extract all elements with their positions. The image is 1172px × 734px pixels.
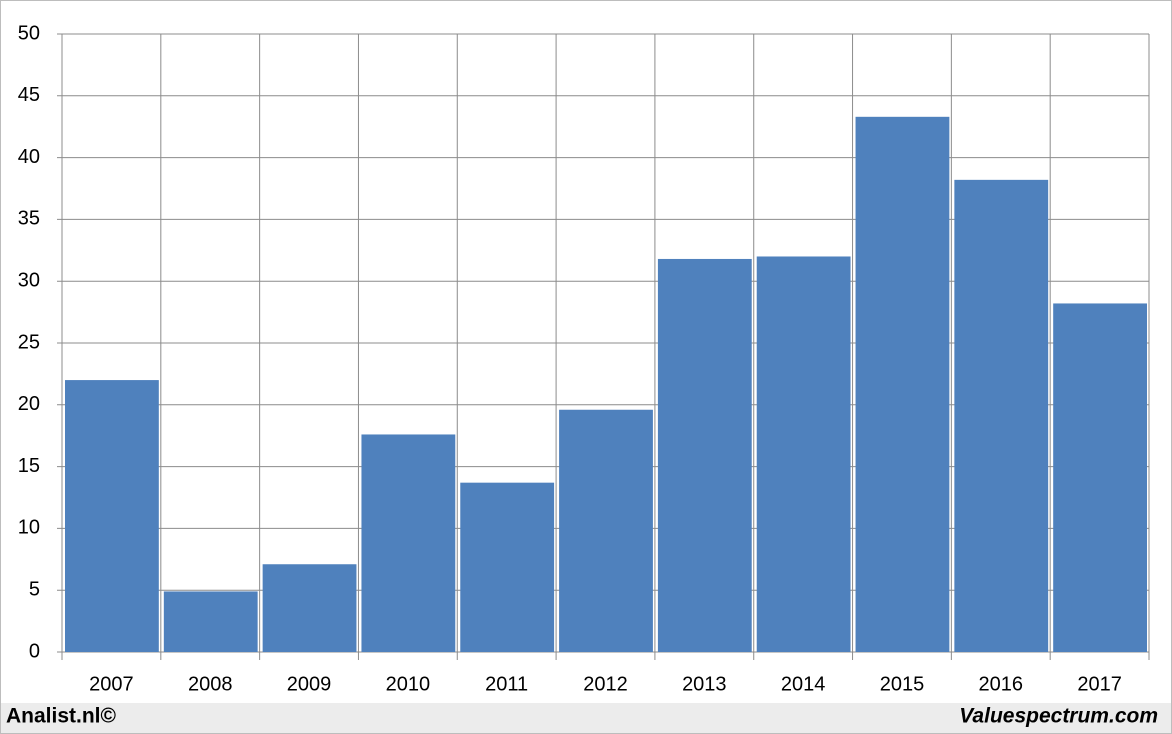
bar xyxy=(855,116,950,652)
bar xyxy=(460,482,555,652)
bar xyxy=(559,409,653,652)
x-tick-label: 2011 xyxy=(485,673,528,695)
x-tick-label: 2017 xyxy=(1077,673,1122,695)
y-tick-label: 35 xyxy=(18,208,40,230)
y-tick-label: 40 xyxy=(18,146,40,168)
x-tick-label: 2010 xyxy=(386,673,431,695)
y-tick-label: 20 xyxy=(18,393,40,415)
bar xyxy=(756,256,851,652)
bar xyxy=(954,179,1049,652)
x-tick-label: 2009 xyxy=(287,673,332,695)
y-tick-label: 45 xyxy=(18,84,40,106)
x-tick-label: 2015 xyxy=(880,673,925,695)
y-tick-label: 25 xyxy=(18,331,40,353)
x-tick-label: 2016 xyxy=(979,673,1024,695)
bar xyxy=(1053,303,1147,652)
bar xyxy=(361,434,456,652)
y-tick-label: 0 xyxy=(29,640,40,662)
bar xyxy=(262,564,357,652)
y-tick-label: 30 xyxy=(18,269,40,291)
bar xyxy=(657,258,752,652)
x-tick-label: 2008 xyxy=(188,673,233,695)
footer-right: Valuespectrum.com xyxy=(959,705,1158,728)
y-tick-label: 10 xyxy=(18,517,40,539)
footer-band xyxy=(0,703,1172,734)
footer-left: Analist.nl© xyxy=(6,705,117,728)
bar xyxy=(65,380,159,652)
x-tick-label: 2014 xyxy=(781,673,826,695)
y-tick-label: 15 xyxy=(18,455,40,477)
y-tick-label: 5 xyxy=(29,578,40,600)
x-tick-label: 2013 xyxy=(682,673,727,695)
y-tick-label: 50 xyxy=(18,22,40,44)
x-tick-label: 2012 xyxy=(583,673,628,695)
bar xyxy=(163,591,258,652)
x-tick-label: 2007 xyxy=(89,673,134,695)
